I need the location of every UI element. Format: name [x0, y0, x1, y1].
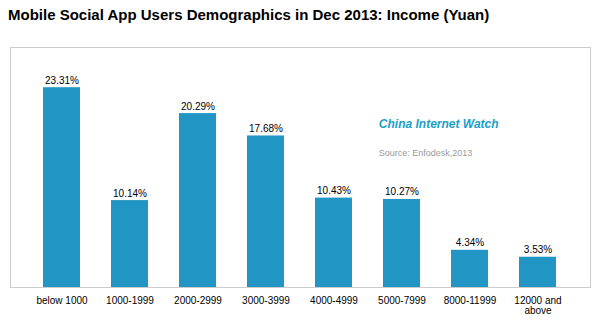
svg-text:below 1000: below 1000 — [36, 295, 88, 306]
svg-text:2000-2999: 2000-2999 — [174, 295, 222, 306]
svg-text:10.14%: 10.14% — [113, 188, 147, 199]
svg-text:4000-4999: 4000-4999 — [310, 295, 358, 306]
svg-text:4.34%: 4.34% — [456, 237, 484, 248]
svg-text:3.53%: 3.53% — [524, 244, 552, 255]
svg-text:China Internet Watch: China Internet Watch — [379, 117, 499, 131]
svg-text:17.68%: 17.68% — [249, 123, 283, 134]
svg-text:23.31%: 23.31% — [45, 75, 79, 86]
svg-text:10.27%: 10.27% — [385, 186, 419, 197]
svg-text:5000-7999: 5000-7999 — [378, 295, 426, 306]
html-text:Mobile Social App Users Demogr: Mobile Social App Users Demographics in … — [8, 6, 490, 23]
svg-text:Source: Enfodesk,2013: Source: Enfodesk,2013 — [379, 148, 473, 158]
svg-text:3000-3999: 3000-3999 — [242, 295, 290, 306]
svg-text:1000-1999: 1000-1999 — [106, 295, 154, 306]
svg-text:8000-11999: 8000-11999 — [444, 295, 497, 306]
svg-text:20.29%: 20.29% — [181, 101, 215, 112]
svg-text:12000 andabove: 12000 andabove — [514, 295, 561, 316]
svg-text:10.43%: 10.43% — [317, 185, 351, 196]
